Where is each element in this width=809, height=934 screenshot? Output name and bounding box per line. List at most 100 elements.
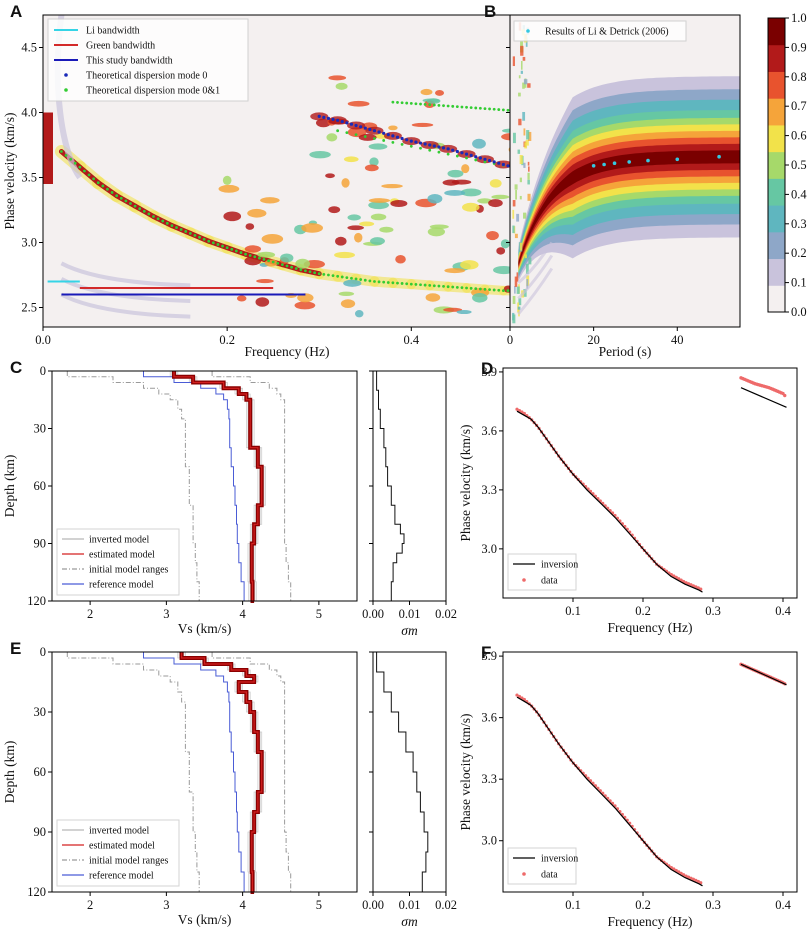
dispersion-point — [428, 284, 432, 287]
heatmap-streak — [512, 295, 516, 304]
heatmap-speckle — [222, 175, 232, 185]
dispersion-point — [345, 276, 349, 279]
dispersion-point — [437, 103, 441, 107]
heatmap-streak — [514, 276, 518, 287]
li-detrick-point — [612, 161, 617, 165]
y-tick-label: 3.5 — [21, 171, 37, 185]
dispersion-point — [469, 106, 473, 110]
dispersion-point — [409, 139, 413, 143]
legend-e: inverted model estimated model initial mod… — [56, 819, 180, 887]
heatmap-band-level-9 — [518, 150, 740, 266]
data-point — [682, 579, 686, 584]
data-point — [515, 693, 519, 697]
dispersion-point — [152, 215, 155, 218]
dispersion-point — [419, 283, 422, 287]
colorbar-segment — [768, 178, 785, 206]
heatmap-speckle — [343, 156, 359, 163]
dispersion-point — [469, 286, 473, 290]
heatmap-streak — [514, 286, 516, 294]
dispersion-point — [428, 148, 432, 152]
heatmap-speckle — [496, 247, 506, 255]
heatmap-lower-arc — [517, 267, 554, 315]
dispersion-point — [501, 289, 505, 292]
heatmap-speckle — [257, 251, 276, 258]
dispersion-point — [73, 161, 77, 165]
initial-range-high-line — [211, 652, 293, 893]
dispersion-point — [506, 108, 510, 112]
dispersion-point — [437, 150, 441, 154]
data-point — [694, 878, 698, 882]
colorbar-tick-label: 0.6 — [791, 129, 807, 143]
dispersion-point — [492, 160, 496, 164]
dispersion-point — [331, 117, 335, 121]
data-point — [520, 696, 524, 700]
legend-a-label: Li bandwidth — [86, 26, 140, 37]
inversion-line — [516, 410, 703, 593]
heatmap-speckle — [355, 310, 364, 318]
dispersion-point — [400, 142, 404, 146]
data-point — [686, 582, 691, 586]
dispersion-point — [497, 108, 501, 111]
y-tick-label: 90 — [34, 537, 47, 551]
dispersion-point — [340, 120, 344, 124]
panel-c-xlabel: Vs (km/s) — [178, 621, 232, 636]
heatmap-speckle — [301, 223, 324, 233]
data-point — [679, 871, 683, 875]
heatmap-speckle — [491, 194, 510, 200]
dispersion-point — [262, 258, 266, 261]
dispersion-point — [501, 162, 505, 167]
initial-range-low-line — [66, 371, 201, 602]
heatmap-speckle — [456, 310, 472, 315]
dispersion-point — [202, 237, 206, 241]
panel-d-frame — [502, 367, 798, 599]
heatmap-speckle — [444, 268, 466, 274]
y-tick-label: 3.9 — [481, 649, 497, 663]
legend-e-label: estimated model — [89, 841, 155, 852]
dispersion-point — [124, 199, 128, 203]
theoretical-mode0-points — [317, 114, 531, 175]
dispersion-point — [363, 278, 367, 282]
heatmap-speckle — [420, 88, 433, 96]
dispersion-point — [138, 207, 142, 211]
dispersion-point — [442, 284, 445, 288]
theoretical-mode01-upper-points — [336, 129, 514, 169]
reference-model-line — [143, 371, 247, 602]
dispersion-point — [405, 138, 409, 142]
legend-b: Results of Li & Detrick (2006) — [513, 20, 687, 42]
sigma-c-line — [376, 371, 405, 602]
heatmap-streak — [522, 82, 525, 89]
dispersion-point — [142, 209, 146, 213]
x-tick-label: 20 — [587, 333, 600, 347]
heatmap-streak — [527, 172, 530, 180]
heatmap-speckle — [335, 236, 347, 246]
heatmap-streak — [527, 193, 531, 201]
y-tick-label: 30 — [34, 705, 47, 719]
colorbar-tick-label: 0.8 — [791, 70, 807, 84]
heatmap-speckle — [486, 230, 499, 241]
x-tick-label: 3 — [163, 898, 169, 912]
dispersion-point — [193, 233, 197, 237]
legend-f-label: data — [541, 870, 558, 881]
y-tick-label: 0 — [40, 645, 46, 659]
dispersion-point — [405, 101, 409, 105]
x-tick-label: 2 — [87, 607, 93, 621]
heatmap-streak — [516, 213, 520, 222]
dispersion-point — [354, 133, 358, 137]
data-point — [783, 393, 787, 398]
dispersion-point — [221, 244, 224, 248]
y-tick-label: 3.6 — [481, 424, 497, 438]
heatmap-streak — [519, 195, 522, 200]
legend-f-dot-swatch — [522, 872, 526, 876]
dispersion-point — [285, 264, 289, 268]
heatmap-streak — [516, 286, 520, 294]
heatmap-speckle — [256, 279, 274, 284]
panel-a-ylabel: Phase velocity (km/s) — [2, 113, 17, 230]
heatmap-speckle — [340, 299, 356, 308]
heatmap-speckle — [328, 75, 347, 81]
theoretical-mode01-points — [60, 150, 531, 293]
dispersion-point — [464, 152, 469, 156]
dispersion-point — [184, 230, 188, 233]
colorbar-tick-label: 0.7 — [791, 99, 807, 113]
heatmap-streak — [512, 132, 516, 144]
dispersion-point — [382, 280, 386, 284]
